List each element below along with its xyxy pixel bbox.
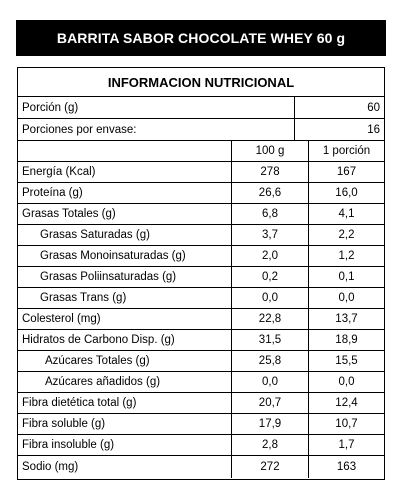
nutrition-table: INFORMACION NUTRICIONAL Porción (g) 60 P… bbox=[17, 67, 385, 480]
value-100g: 31,5 bbox=[231, 330, 308, 350]
nutrient-row-fibra-total: Fibra dietética total (g) 20,7 12,4 bbox=[18, 393, 384, 414]
column-header-blank bbox=[18, 141, 231, 161]
column-header-100g: 100 g bbox=[231, 141, 308, 161]
nutrient-row-grasas-monoinsaturadas: Grasas Monoinsaturadas (g) 2,0 1,2 bbox=[18, 246, 384, 267]
value-portion: 16,0 bbox=[308, 183, 384, 203]
product-title: BARRITA SABOR CHOCOLATE WHEY 60 g bbox=[16, 20, 386, 56]
nutrient-label: Grasas Saturadas (g) bbox=[40, 229, 150, 241]
nutrient-row-grasas-poliinsaturadas: Grasas Poliinsaturadas (g) 0,2 0,1 bbox=[18, 267, 384, 288]
value-portion: 163 bbox=[308, 456, 384, 478]
nutrient-label: Energía (Kcal) bbox=[22, 166, 96, 178]
nutrient-label: Colesterol (mg) bbox=[22, 313, 101, 325]
nutrient-row-grasas-saturadas: Grasas Saturadas (g) 3,7 2,2 bbox=[18, 225, 384, 246]
value-portion: 12,4 bbox=[308, 393, 384, 413]
nutrient-label: Hidratos de Carbono Disp. (g) bbox=[22, 334, 175, 346]
nutrient-row-azucares-totales: Azúcares Totales (g) 25,8 15,5 bbox=[18, 351, 384, 372]
nutrient-label: Fibra insoluble (g) bbox=[22, 439, 115, 451]
value-portion: 10,7 bbox=[308, 414, 384, 434]
value-100g: 25,8 bbox=[231, 351, 308, 371]
column-header-row: 100 g 1 porción bbox=[18, 141, 384, 162]
nutrient-label: Proteína (g) bbox=[22, 187, 83, 199]
value-100g: 2,8 bbox=[231, 435, 308, 455]
servings-value: 16 bbox=[294, 119, 384, 140]
value-100g: 278 bbox=[231, 162, 308, 182]
value-portion: 0,0 bbox=[308, 372, 384, 392]
column-header-portion: 1 porción bbox=[308, 141, 384, 161]
value-100g: 272 bbox=[231, 456, 308, 478]
nutrient-label: Grasas Totales (g) bbox=[22, 208, 116, 220]
nutrient-label: Fibra soluble (g) bbox=[22, 418, 106, 430]
nutrient-label: Azúcares añadidos (g) bbox=[45, 376, 161, 388]
value-portion: 18,9 bbox=[308, 330, 384, 350]
nutrient-label: Grasas Monoinsaturadas (g) bbox=[40, 250, 186, 262]
nutrient-label: Grasas Poliinsaturadas (g) bbox=[40, 271, 177, 283]
value-portion: 13,7 bbox=[308, 309, 384, 329]
value-100g: 0,0 bbox=[231, 288, 308, 308]
value-portion: 0,1 bbox=[308, 267, 384, 287]
servings-row: Porciones por envase: 16 bbox=[18, 119, 384, 141]
value-portion: 1,2 bbox=[308, 246, 384, 266]
value-portion: 4,1 bbox=[308, 204, 384, 224]
value-100g: 26,6 bbox=[231, 183, 308, 203]
value-100g: 2,0 bbox=[231, 246, 308, 266]
value-portion: 2,2 bbox=[308, 225, 384, 245]
nutrient-label: Sodio (mg) bbox=[22, 461, 79, 473]
portion-label: Porción (g) bbox=[22, 101, 79, 114]
nutrient-row-energia: Energía (Kcal) 278 167 bbox=[18, 162, 384, 183]
value-100g: 20,7 bbox=[231, 393, 308, 413]
table-header: INFORMACION NUTRICIONAL bbox=[18, 68, 384, 97]
nutrient-label: Azúcares Totales (g) bbox=[45, 355, 150, 367]
value-100g: 22,8 bbox=[231, 309, 308, 329]
nutrient-label: Fibra dietética total (g) bbox=[22, 397, 137, 409]
nutrient-row-fibra-insoluble: Fibra insoluble (g) 2,8 1,7 bbox=[18, 435, 384, 456]
nutrient-row-sodio: Sodio (mg) 272 163 bbox=[18, 456, 384, 478]
value-100g: 17,9 bbox=[231, 414, 308, 434]
portion-value: 60 bbox=[294, 97, 384, 118]
nutrient-row-proteina: Proteína (g) 26,6 16,0 bbox=[18, 183, 384, 204]
value-portion: 0,0 bbox=[308, 288, 384, 308]
nutrient-row-colesterol: Colesterol (mg) 22,8 13,7 bbox=[18, 309, 384, 330]
value-100g: 3,7 bbox=[231, 225, 308, 245]
value-portion: 15,5 bbox=[308, 351, 384, 371]
nutrient-label: Grasas Trans (g) bbox=[40, 292, 127, 304]
servings-label: Porciones por envase: bbox=[22, 123, 137, 136]
nutrient-row-grasas-trans: Grasas Trans (g) 0,0 0,0 bbox=[18, 288, 384, 309]
value-100g: 6,8 bbox=[231, 204, 308, 224]
nutrient-row-grasas-totales: Grasas Totales (g) 6,8 4,1 bbox=[18, 204, 384, 225]
value-portion: 1,7 bbox=[308, 435, 384, 455]
value-100g: 0,0 bbox=[231, 372, 308, 392]
value-portion: 167 bbox=[308, 162, 384, 182]
nutrient-row-fibra-soluble: Fibra soluble (g) 17,9 10,7 bbox=[18, 414, 384, 435]
nutrient-row-azucares-anadidos: Azúcares añadidos (g) 0,0 0,0 bbox=[18, 372, 384, 393]
value-100g: 0,2 bbox=[231, 267, 308, 287]
nutrient-row-hidratos: Hidratos de Carbono Disp. (g) 31,5 18,9 bbox=[18, 330, 384, 351]
portion-row: Porción (g) 60 bbox=[18, 97, 384, 119]
